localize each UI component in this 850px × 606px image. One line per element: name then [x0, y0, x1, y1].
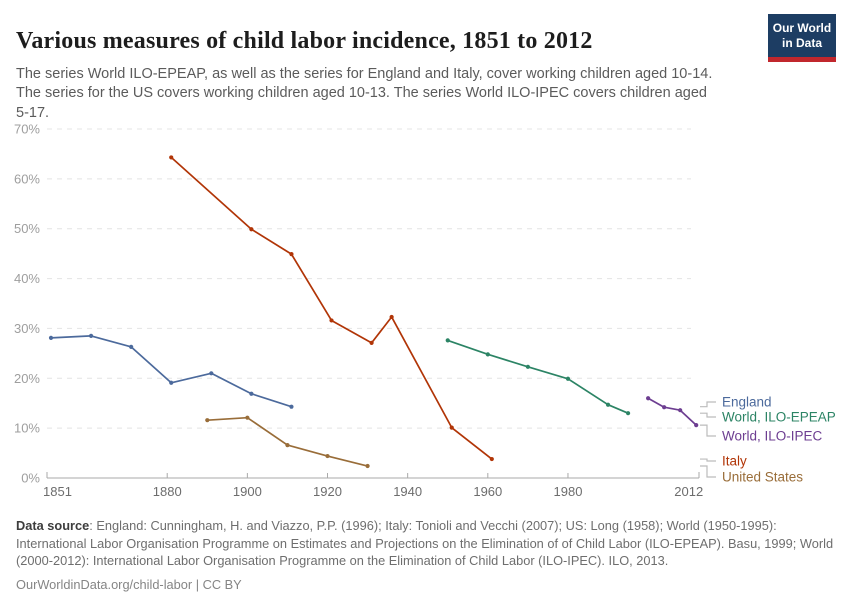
owid-logo-text-line2: in Data — [781, 35, 822, 50]
y-axis-tick-label: 40% — [14, 271, 40, 286]
point-england-1851[interactable] — [48, 335, 54, 341]
point-italy-1936[interactable] — [389, 314, 394, 320]
point-italy-1881[interactable] — [169, 155, 174, 160]
point-world-ilo-ipec-2004[interactable] — [662, 405, 667, 410]
legend-label-england[interactable]: England — [722, 395, 772, 410]
point-england-1871[interactable] — [129, 344, 134, 349]
point-italy-1931[interactable] — [369, 340, 374, 345]
point-united-states-1910[interactable] — [285, 442, 290, 448]
x-axis-tick-label: 1980 — [554, 484, 583, 499]
point-world-ilo-ipec-2012[interactable] — [694, 423, 699, 428]
point-united-states-1900[interactable] — [245, 415, 250, 420]
point-united-states-1930[interactable] — [365, 463, 370, 469]
x-axis-tick-label: 1960 — [473, 484, 502, 499]
license-link[interactable]: OurWorldinData.org/child-labor | CC BY — [16, 576, 242, 592]
owid-logo-text-line1: Our World — [772, 20, 832, 35]
legend-label-united-states[interactable]: United States — [722, 470, 803, 485]
legend-connector — [700, 458, 716, 462]
legend-label-italy[interactable]: Italy — [722, 454, 747, 469]
point-italy-1951[interactable] — [449, 425, 454, 430]
x-axis-tick-label: 1900 — [233, 484, 262, 499]
chart-footer: Data source: England: Cunningham, H. and… — [16, 517, 836, 606]
point-world-ilo-epeap-1960[interactable] — [485, 352, 490, 357]
point-world-ilo-epeap-1995[interactable] — [625, 411, 631, 416]
y-axis-tick-label: 70% — [14, 122, 40, 137]
point-world-ilo-ipec-2000[interactable] — [646, 396, 651, 401]
line-england[interactable] — [50, 335, 293, 408]
point-england-1911[interactable] — [289, 404, 294, 409]
data-source-note: Data source: England: Cunningham, H. and… — [16, 517, 836, 570]
legend-connector — [700, 465, 716, 478]
point-united-states-1920[interactable] — [325, 453, 330, 459]
point-italy-1921[interactable] — [329, 318, 334, 323]
chart-subtitle: The series World ILO-EPEAP, as well as t… — [16, 65, 713, 121]
legend-connector — [700, 412, 716, 418]
y-axis-tick-label: 60% — [14, 171, 40, 186]
chart-area: 0% 10% 20% 30% 40% 50% 60% 70% 1851 1880 1900 1920 1… — [0, 115, 850, 510]
owid-logo-red-stripe — [768, 57, 836, 62]
x-axis-tick-label: 2012 — [674, 484, 703, 499]
line-world-ilo-ipec[interactable] — [647, 397, 698, 427]
point-england-1881[interactable] — [169, 380, 174, 385]
point-world-ilo-ipec-2008[interactable] — [678, 408, 683, 413]
point-world-ilo-epeap-1950[interactable] — [445, 338, 450, 343]
x-axis-tick-label: 1920 — [313, 484, 342, 499]
point-england-1891[interactable] — [209, 371, 214, 376]
data-source-label: Data source — [16, 518, 90, 533]
x-axis-tick-label: 1940 — [393, 484, 422, 499]
x-axis-tick-label: 1851 — [43, 484, 72, 499]
y-axis-tick-label: 30% — [14, 321, 40, 336]
point-world-ilo-epeap-1970[interactable] — [525, 364, 530, 369]
y-axis-tick-label: 20% — [14, 371, 40, 386]
legend-label-world-ilo-epeap[interactable]: World, ILO-EPEAP — [722, 410, 836, 425]
point-united-states-1890[interactable] — [205, 418, 210, 423]
page-title: Various measures of child labor incidenc… — [16, 28, 593, 55]
line-united-states[interactable] — [206, 416, 369, 467]
y-axis-tick-label: 50% — [14, 221, 40, 236]
point-world-ilo-epeap-1980[interactable] — [565, 376, 571, 381]
owid-logo[interactable]: Our World in Data — [768, 14, 836, 62]
data-source-text: : England: Cunningham, H. and Viazzo, P.… — [16, 518, 834, 569]
x-axis-tick-label: 1880 — [153, 484, 182, 499]
line-italy[interactable] — [170, 156, 493, 460]
point-world-ilo-epeap-1990[interactable] — [605, 402, 611, 407]
line-world-ilo-epeap[interactable] — [446, 339, 629, 415]
y-axis-tick-label: 10% — [14, 421, 40, 436]
y-axis-tick-label: 0% — [21, 471, 40, 486]
legend-connector — [700, 401, 716, 408]
legend-connector — [700, 424, 716, 437]
point-england-1861[interactable] — [88, 333, 94, 339]
point-italy-1901[interactable] — [249, 227, 254, 232]
point-england-1901[interactable] — [249, 391, 254, 396]
line-chart: 0% 10% 20% 30% 40% 50% 60% 70% 1851 1880 1900 1920 1… — [14, 122, 836, 500]
point-italy-1961[interactable] — [489, 456, 494, 462]
legend-label-world-ilo-ipec[interactable]: World, ILO-IPEC — [722, 429, 823, 444]
point-italy-1911[interactable] — [289, 252, 294, 257]
